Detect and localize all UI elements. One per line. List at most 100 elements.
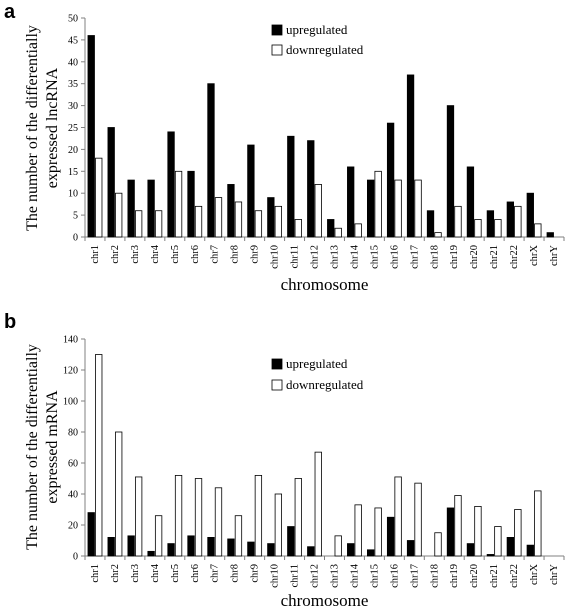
bar-downregulated-chr19 — [454, 495, 462, 557]
x-tick-label: chr4 — [150, 244, 161, 263]
legend-swatch-downregulated — [271, 379, 283, 391]
y-tick-label: 120 — [63, 366, 78, 377]
bar-upregulated-chr11 — [287, 135, 295, 238]
bar-downregulated-chr7 — [214, 487, 223, 557]
x-tick-label: chr9 — [250, 245, 261, 264]
bar-upregulated-chr21 — [486, 210, 495, 238]
y-tick-label: 20 — [68, 145, 78, 156]
bar-downregulated-chr4 — [154, 515, 163, 557]
bar-upregulated-chr2 — [107, 537, 115, 557]
bar-upregulated-chr5 — [167, 131, 175, 238]
legend-swatch-upregulated — [271, 24, 283, 36]
x-tick-label: chr5 — [170, 245, 181, 264]
y-tick-label: 40 — [68, 57, 78, 68]
bar-upregulated-chr22 — [506, 201, 515, 238]
x-tick-label: chr11 — [290, 564, 301, 588]
bar-upregulated-chr10 — [267, 543, 275, 557]
bar-upregulated-chr10 — [267, 197, 275, 238]
y-axis-label-line: The number of the differentially — [24, 25, 41, 231]
y-tick-label: 35 — [68, 79, 78, 90]
bar-upregulated-chr2 — [107, 127, 115, 238]
bar-downregulated-chr6 — [194, 478, 203, 557]
x-tick-label: chr8 — [230, 245, 241, 264]
bar-downregulated-chr5 — [174, 474, 183, 557]
y-tick-label: 140 — [63, 335, 78, 346]
x-tick-label: chr15 — [369, 564, 380, 588]
bar-downregulated-chr2 — [115, 431, 123, 557]
bar-upregulated-chr19 — [446, 105, 455, 238]
bar-downregulated-chr8 — [234, 515, 243, 557]
bar-upregulated-chr12 — [307, 140, 315, 238]
bar-downregulated-chr22 — [514, 205, 522, 238]
x-tick-label: chr18 — [429, 245, 440, 269]
x-tick-label: chr22 — [509, 564, 520, 588]
bar-upregulated-chr20 — [466, 543, 475, 557]
y-tick-label: 80 — [68, 428, 78, 439]
bar-downregulated-chr20 — [474, 505, 482, 557]
x-tick-label: chr1 — [90, 564, 101, 583]
bar-upregulated-chr13 — [327, 219, 335, 238]
bar-downregulated-chr9 — [254, 474, 263, 557]
x-tick-label: chr6 — [190, 564, 201, 583]
bar-downregulated-chr17 — [414, 179, 422, 238]
x-axis-label: chromosome — [281, 275, 369, 294]
legend-label-upregulated: upregulated — [286, 22, 348, 37]
bar-downregulated-chr12 — [314, 184, 322, 238]
y-tick-label: 50 — [68, 14, 78, 25]
legend-label-downregulated: downregulated — [286, 42, 364, 57]
bar-upregulated-chr17 — [406, 74, 415, 238]
x-tick-label: chr15 — [369, 245, 380, 269]
bar-upregulated-chr3 — [127, 535, 135, 557]
bar-upregulated-chr7 — [207, 537, 215, 557]
bar-downregulated-chr8 — [234, 201, 243, 238]
x-tick-label: chrX — [529, 564, 540, 585]
bar-upregulated-chr1 — [87, 35, 95, 238]
y-tick-label: 60 — [68, 459, 78, 470]
bar-upregulated-chr4 — [147, 550, 155, 557]
bar-upregulated-chr17 — [406, 540, 415, 557]
y-tick-label: 30 — [68, 101, 78, 112]
bar-upregulated-chr9 — [247, 541, 255, 557]
x-axis-label: chromosome — [281, 591, 369, 607]
bar-upregulated-chr21 — [486, 554, 495, 557]
x-tick-label: chr19 — [449, 245, 460, 269]
y-tick-label: 100 — [63, 397, 78, 408]
x-tick-label: chr12 — [310, 564, 321, 588]
legend-swatch-downregulated — [271, 44, 283, 56]
bar-upregulated-chr4 — [147, 179, 155, 238]
bar-upregulated-chr6 — [187, 535, 195, 557]
bar-upregulated-chr12 — [307, 546, 315, 557]
bar-upregulated-chr15 — [366, 549, 375, 557]
bar-downregulated-chr9 — [254, 210, 263, 238]
bar-downregulated-chr22 — [514, 509, 522, 557]
y-tick-label: 20 — [68, 521, 78, 532]
x-tick-label: chrY — [549, 564, 560, 585]
x-tick-label: chr21 — [489, 245, 500, 269]
y-tick-label: 45 — [68, 35, 78, 46]
chart-panel-a: a 0 5 10 15 20 25 30 35 40 45 50 chr1 chr2 chr3 chr4 chr… — [4, 1, 565, 294]
bar-downregulated-chr14 — [354, 504, 362, 557]
bar-downregulated-chr11 — [294, 219, 302, 238]
bar-downregulated-chr13 — [334, 227, 342, 238]
x-tick-label: chr18 — [429, 564, 440, 588]
bar-downregulated-chr14 — [354, 223, 362, 238]
x-tick-label: chr5 — [170, 564, 181, 583]
x-tick-label: chr13 — [329, 564, 340, 588]
y-tick-label: 25 — [68, 123, 78, 134]
x-tick-label: chr6 — [190, 245, 201, 264]
bar-downregulated-chr16 — [394, 179, 402, 238]
legend: upregulated downregulated — [271, 22, 364, 57]
bar-upregulated-chr14 — [347, 166, 355, 238]
y-tick-label: 40 — [68, 490, 78, 501]
bar-downregulated-chr6 — [194, 205, 203, 238]
bar-upregulated-chr8 — [227, 538, 235, 557]
x-tick-label: chr8 — [230, 564, 241, 583]
legend: upregulated downregulated — [271, 356, 364, 392]
bar-downregulated-chr2 — [115, 192, 123, 238]
x-tick-label: chr14 — [349, 244, 360, 269]
bar-upregulated-chr20 — [466, 166, 475, 238]
bar-downregulated-chr4 — [154, 210, 163, 238]
bar-downregulated-chr19 — [454, 205, 462, 238]
x-tick-label: chr7 — [210, 564, 221, 583]
y-tick-label: 0 — [73, 552, 78, 563]
